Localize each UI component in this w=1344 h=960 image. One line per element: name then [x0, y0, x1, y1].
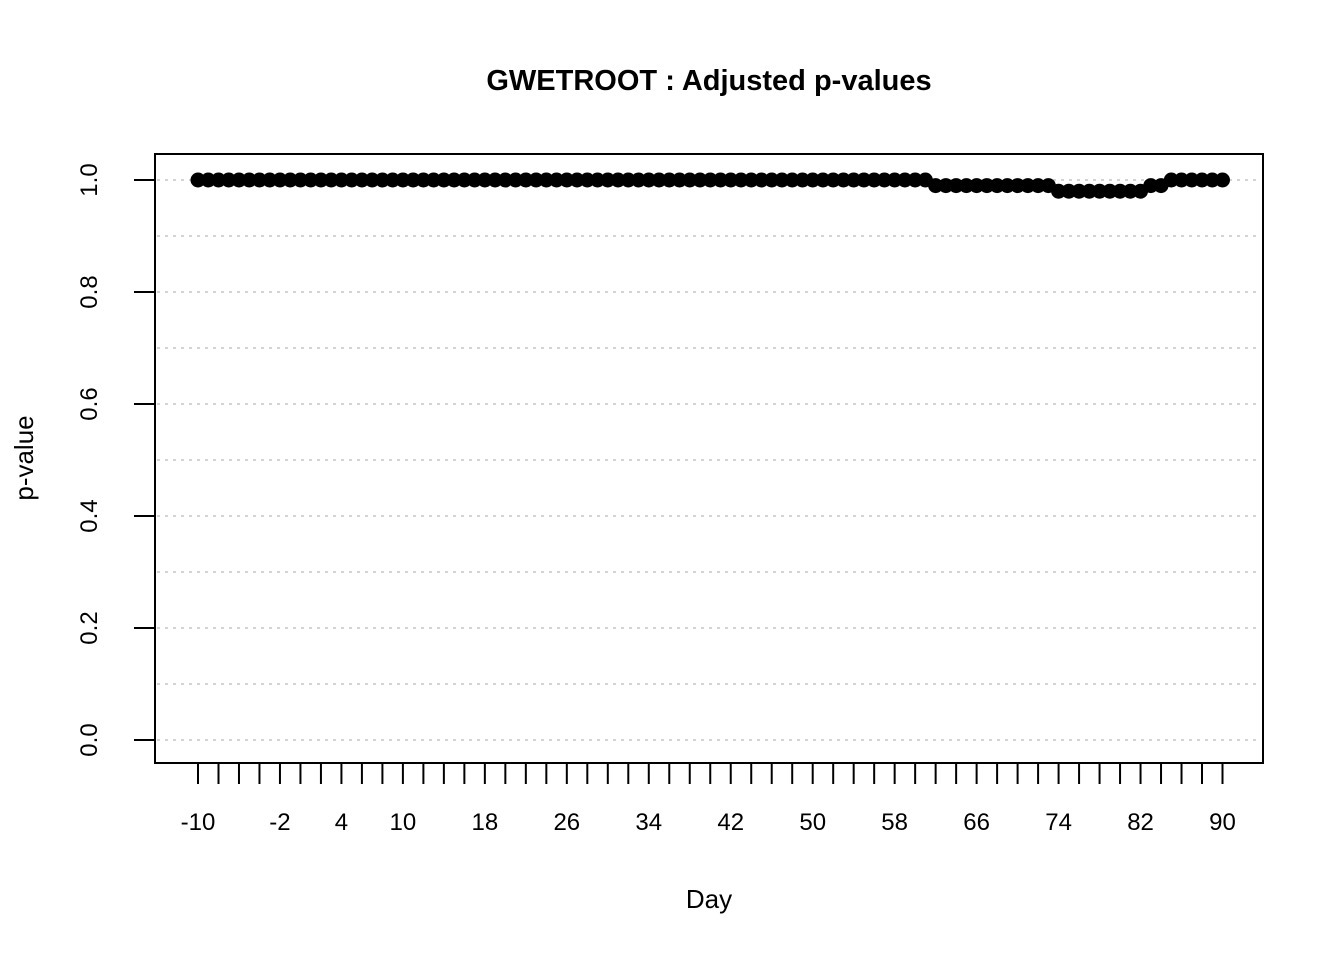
y-axis-label: p-value — [9, 415, 39, 500]
chart-title: GWETROOT : Adjusted p-values — [486, 65, 931, 97]
x-axis-tick-labels-group: -10 -2 4 10 18 26 34 42 50 58 66 74 82 90 — [181, 809, 1236, 836]
x-axis-tick-label: 82 — [1127, 809, 1154, 836]
x-axis-tick-label: -10 — [181, 809, 216, 836]
x-axis-tick-label: 50 — [799, 809, 826, 836]
x-axis-label: Day — [686, 884, 732, 914]
y-axis-tick-label: 0.6 — [76, 387, 103, 420]
x-axis-tick-label: 74 — [1045, 809, 1072, 836]
x-axis-tick-label: -2 — [269, 809, 290, 836]
x-axis-tick-label: 66 — [963, 809, 990, 836]
x-axis-ticks-group — [197, 763, 1224, 784]
y-axis-tick-label: 0.0 — [76, 723, 103, 756]
data-point — [1215, 172, 1230, 188]
y-axis-tick-label: 0.2 — [76, 611, 103, 644]
y-axis-tick-labels-group: 0.0 0.2 0.4 0.6 0.8 1.0 — [76, 163, 103, 756]
x-axis-tick-label: 58 — [881, 809, 908, 836]
x-axis-tick-label: 42 — [717, 809, 744, 836]
x-axis-tick-label: 90 — [1209, 809, 1236, 836]
y-axis-tick-label: 0.4 — [76, 499, 103, 532]
x-axis-tick-label: 26 — [553, 809, 580, 836]
y-axis-ticks-group — [134, 179, 155, 741]
x-axis-tick-label: 4 — [335, 809, 348, 836]
plot-border-box — [154, 153, 1264, 764]
gridlines-group — [157, 179, 1261, 741]
data-points-group — [190, 172, 1230, 199]
x-axis-tick-label: 10 — [390, 809, 417, 836]
y-axis-tick-label: 1.0 — [76, 163, 103, 196]
y-axis-tick-label: 0.8 — [76, 275, 103, 308]
x-axis-tick-label: 18 — [472, 809, 499, 836]
x-axis-tick-label: 34 — [635, 809, 662, 836]
